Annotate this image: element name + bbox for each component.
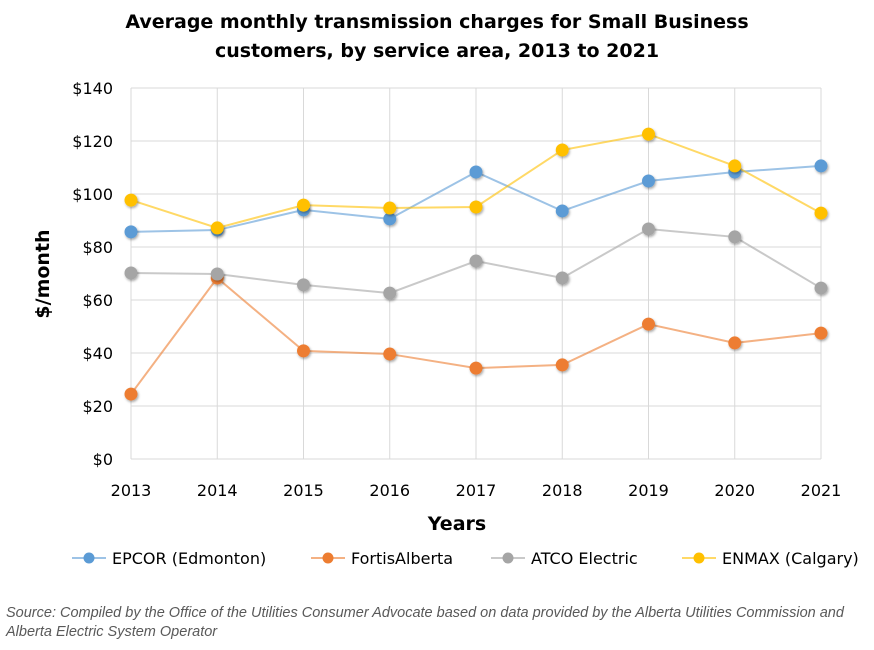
x-tick-label: 2020: [714, 481, 755, 500]
chart-title: Average monthly transmission charges for…: [0, 8, 874, 66]
data-point: [642, 222, 655, 236]
data-point: [297, 278, 310, 292]
y-tick-label: $0: [93, 450, 113, 469]
x-tick-label: 2018: [542, 481, 583, 500]
data-point: [814, 159, 828, 173]
x-tick-label: 2014: [197, 481, 238, 500]
data-point: [642, 127, 655, 141]
y-tick-label: $20: [82, 397, 113, 416]
chart-title-line-2: customers, by service area, 2013 to 2021: [214, 40, 660, 62]
legend-label: ATCO Electric: [531, 549, 638, 568]
x-tick-label: 2021: [801, 481, 842, 500]
y-axis-label: $/month: [32, 229, 54, 318]
y-tick-label: $140: [72, 79, 113, 98]
data-point: [383, 286, 397, 300]
x-tick-label: 2015: [283, 481, 324, 500]
data-point: [383, 347, 397, 361]
data-point: [469, 361, 483, 375]
data-point: [469, 165, 483, 179]
y-tick-label: $80: [82, 238, 113, 257]
data-point: [814, 326, 828, 340]
y-tick-label: $100: [72, 185, 113, 204]
data-point: [383, 212, 397, 226]
data-point: [555, 143, 569, 157]
data-point: [469, 254, 483, 268]
data-point: [728, 230, 742, 244]
legend-marker: [502, 552, 514, 564]
y-tick-label: $60: [82, 291, 113, 310]
data-point: [297, 344, 310, 358]
data-point: [555, 271, 569, 285]
data-point: [124, 225, 138, 239]
data-point: [728, 336, 742, 350]
x-tick-label: 2017: [456, 481, 497, 500]
x-tick-label: 2019: [628, 481, 669, 500]
legend-label: EPCOR (Edmonton): [112, 549, 266, 568]
x-axis-label: Years: [427, 513, 486, 535]
source-note: Source: Compiled by the Office of the Ut…: [6, 605, 844, 640]
data-point: [124, 193, 138, 207]
data-point: [297, 198, 310, 212]
legend-marker: [693, 552, 705, 564]
y-tick-label: $120: [72, 132, 113, 151]
data-point: [210, 267, 224, 281]
chart-title-line-1: Average monthly transmission charges for…: [125, 11, 749, 33]
data-point: [555, 204, 569, 218]
data-point: [642, 317, 655, 331]
x-tick-label: 2013: [111, 481, 152, 500]
data-point: [124, 266, 138, 280]
data-point: [555, 358, 569, 372]
legend-label: FortisAlberta: [351, 549, 453, 568]
data-point: [814, 206, 828, 220]
x-tick-label: 2016: [369, 481, 410, 500]
data-point: [124, 387, 138, 401]
legend-marker: [322, 552, 334, 564]
y-tick-label: $40: [82, 344, 113, 363]
legend-marker: [83, 552, 95, 564]
data-point: [814, 281, 828, 295]
data-point: [210, 221, 224, 235]
data-point: [469, 200, 483, 214]
legend-label: ENMAX (Calgary): [722, 549, 859, 568]
data-point: [728, 159, 742, 173]
data-point: [383, 201, 397, 215]
line-chart: $0 $20 $40 $60 $80 $100 $120 $140 2013 2014 2015 20…: [32, 79, 859, 568]
data-point: [642, 174, 655, 188]
